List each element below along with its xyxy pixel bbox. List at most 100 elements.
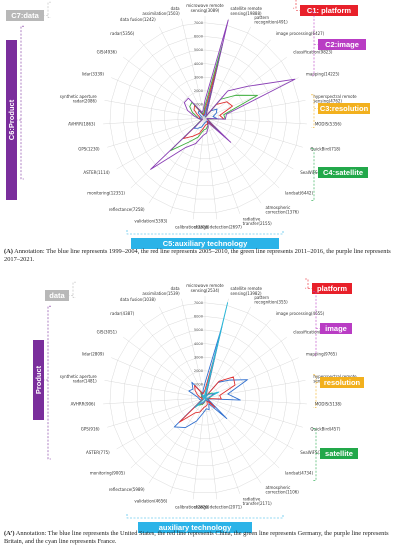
spoke-axis xyxy=(123,336,206,399)
tick-label: 2000 xyxy=(194,89,204,93)
spoke-axis xyxy=(204,357,299,399)
spoke-label: hyperspectral remote sensing(4762) xyxy=(313,94,357,104)
category-bracket xyxy=(305,278,312,289)
spoke-label: GIS(4936) xyxy=(97,50,118,55)
svg-text:satellite: satellite xyxy=(325,449,353,458)
spoke-axis xyxy=(204,397,280,469)
spoke-label: classification(6910) xyxy=(293,330,333,335)
spoke-axis xyxy=(104,100,206,119)
spoke-label: lidar(3339) xyxy=(82,72,105,77)
spoke-label: microwave remote sensing(3089) xyxy=(186,3,224,13)
spoke-label: SeaWiFS(710) xyxy=(300,450,328,455)
grid-ring xyxy=(123,316,287,480)
spoke-label: radar(5356) xyxy=(110,31,134,36)
category-box: C2:image xyxy=(318,39,366,50)
svg-text:C1: platform: C1: platform xyxy=(307,6,352,15)
category-box: auxiliary technology xyxy=(138,522,252,533)
svg-text:platform: platform xyxy=(317,284,347,293)
spoke-label: reflectance(7258) xyxy=(109,207,145,212)
category-box: platform xyxy=(312,283,352,294)
spoke-axis xyxy=(181,298,206,399)
caption-a-prime: (A’) Annotation: The blue line represent… xyxy=(4,530,405,546)
svg-text:C4:satellite: C4:satellite xyxy=(323,168,363,177)
category-bracket xyxy=(126,230,284,235)
spoke-label: radiative transfer(2171) xyxy=(243,497,273,507)
category-bracket xyxy=(44,1,51,18)
spoke-label: satellite remote sensing(13982) xyxy=(230,286,262,296)
spoke-axis xyxy=(116,397,206,450)
spoke-axis xyxy=(148,117,206,204)
spoke-label: calibration(3318) xyxy=(175,224,210,229)
spoke-label: microwave remote sensing(2534) xyxy=(186,283,224,293)
spoke-label: data assimilation(1539) xyxy=(142,286,180,296)
tick-label: 3000 xyxy=(194,75,204,79)
category-box: Product xyxy=(33,340,44,420)
tick-label: 5000 xyxy=(194,328,204,332)
spoke-label: radar(4387) xyxy=(110,311,134,316)
category-box: image xyxy=(320,323,352,334)
spoke-axis xyxy=(204,26,251,119)
category-box: satellite xyxy=(320,448,358,459)
grid-ring xyxy=(109,22,301,213)
category-bracket xyxy=(17,25,24,180)
spoke-label: landsat(4734) xyxy=(285,471,313,476)
spoke-label: satellite remote sensing(19888) xyxy=(230,6,262,16)
spoke-axis xyxy=(169,397,206,494)
spoke-label: synthetic aperture radar(2086) xyxy=(60,94,97,104)
spoke-axis xyxy=(204,117,303,148)
series-line-1 xyxy=(193,83,218,129)
spoke-label: change detection(2071) xyxy=(194,504,243,509)
grid-ring xyxy=(123,36,287,200)
spoke-axis xyxy=(204,117,241,214)
spoke-axis xyxy=(103,117,206,125)
svg-text:C3:resolution: C3:resolution xyxy=(320,104,369,113)
category-box: data xyxy=(45,290,69,301)
spoke-label: image processing(6427) xyxy=(276,31,325,36)
tick-label: 5000 xyxy=(194,48,204,52)
spoke-axis xyxy=(192,117,206,220)
spoke-label: MODIS(5356) xyxy=(315,122,342,127)
spoke-label: AVHRR(1863) xyxy=(68,122,96,127)
category-bracket xyxy=(44,305,51,460)
spoke-label: monitoring(12351) xyxy=(87,191,125,196)
series-line-3 xyxy=(169,43,258,152)
series-line-1 xyxy=(173,326,248,428)
category-bracket xyxy=(126,514,284,519)
tick-label: 6000 xyxy=(194,35,204,39)
grid-ring xyxy=(191,384,219,412)
spoke-axis xyxy=(204,56,287,119)
spoke-axis xyxy=(159,26,206,119)
spoke-label: data assimilation(1503) xyxy=(142,6,180,16)
spoke-label: data fusion(1038) xyxy=(120,297,156,302)
tick-label: 4000 xyxy=(194,62,204,66)
spoke-axis xyxy=(204,100,306,119)
grid-ring xyxy=(177,90,233,146)
spoke-axis xyxy=(159,306,206,399)
spoke-axis xyxy=(204,397,303,428)
caption-a-label: (A) xyxy=(4,248,13,255)
spoke-axis xyxy=(123,56,206,119)
spoke-label: mapping(9765) xyxy=(306,352,337,357)
svg-text:C6:Product: C6:Product xyxy=(7,99,16,140)
category-bracket xyxy=(293,0,300,11)
spoke-axis xyxy=(148,397,206,484)
svg-text:C2:image: C2:image xyxy=(325,40,359,49)
spoke-axis xyxy=(204,117,218,220)
category-box: C7:data xyxy=(6,10,44,21)
grid-ring xyxy=(136,329,274,466)
spoke-label: GPS(916) xyxy=(81,427,100,432)
tick-label: 4000 xyxy=(194,342,204,346)
spoke-label: pattern recognition(355) xyxy=(254,295,288,305)
spoke-axis xyxy=(204,380,306,399)
spoke-label: validation(4656) xyxy=(134,499,167,504)
category-bracket xyxy=(69,281,76,298)
spoke-axis xyxy=(104,380,206,399)
caption-a-prime-label: (A’) xyxy=(4,530,15,537)
spoke-label: GIS(3051) xyxy=(97,330,118,335)
spoke-label: pattern recognition(491) xyxy=(254,15,288,25)
caption-a-prime-text: Annotation: The blue line represents the… xyxy=(4,530,389,545)
spoke-axis xyxy=(204,77,299,119)
tick-label: 7000 xyxy=(194,21,204,25)
tick-label: 1000 xyxy=(194,383,204,387)
spoke-label: change detection(2697) xyxy=(194,224,243,229)
